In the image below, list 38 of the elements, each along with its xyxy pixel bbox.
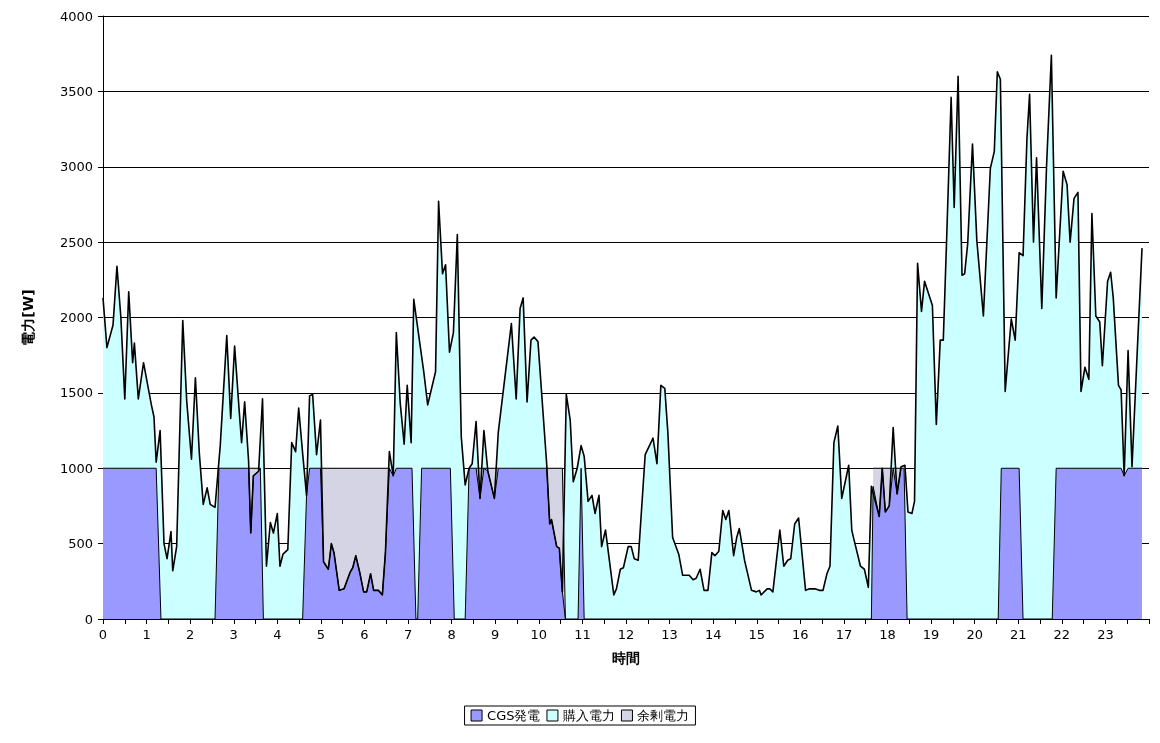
x-tick-label: 17 <box>835 627 853 642</box>
x-tick-label: 10 <box>530 627 548 642</box>
x-tick-label: 20 <box>966 627 983 642</box>
x-tick-label: 12 <box>617 627 635 642</box>
x-tick-label: 7 <box>403 627 413 642</box>
x-tick-label: 23 <box>1097 627 1114 642</box>
y-axis-title: 電力[W] <box>20 289 36 346</box>
y-tick-label: 2500 <box>59 234 93 250</box>
x-tick-label: 11 <box>574 627 591 642</box>
legend-label: 購入電力 <box>562 708 615 723</box>
y-tick-label: 4000 <box>59 8 93 24</box>
y-tick-label: 3000 <box>59 159 93 175</box>
y-tick-label: 1000 <box>59 460 93 476</box>
x-axis-title: 時間 <box>612 650 640 666</box>
y-tick-label: 0 <box>84 611 93 627</box>
x-tick-label: 9 <box>491 627 500 642</box>
legend-label: 余剰電力 <box>637 708 690 723</box>
x-tick-label: 16 <box>792 627 809 642</box>
x-tick-label: 21 <box>1009 627 1027 642</box>
x-tick-label: 3 <box>229 627 238 642</box>
legend-label: CGS発電 <box>487 708 541 723</box>
x-tick-label: 5 <box>316 627 326 642</box>
y-tick-label: 3500 <box>59 83 93 99</box>
y-tick-label: 2000 <box>59 310 93 325</box>
y-tick-label: 1500 <box>59 385 93 401</box>
x-tick-label: 2 <box>186 627 195 642</box>
x-tick-label: 13 <box>661 627 678 642</box>
y-tick-label: 500 <box>68 536 93 552</box>
x-tick-label: 0 <box>98 627 108 642</box>
x-tick-label: 15 <box>748 627 766 642</box>
x-tick-label: 4 <box>273 627 282 642</box>
x-tick-label: 1 <box>142 627 151 642</box>
x-tick-label: 19 <box>922 627 940 642</box>
x-tick-label: 8 <box>447 627 456 642</box>
x-tick-label: 14 <box>704 627 722 642</box>
x-tick-label: 6 <box>360 627 369 642</box>
x-tick-label: 22 <box>1053 627 1071 642</box>
x-tick-label: 18 <box>879 627 896 642</box>
